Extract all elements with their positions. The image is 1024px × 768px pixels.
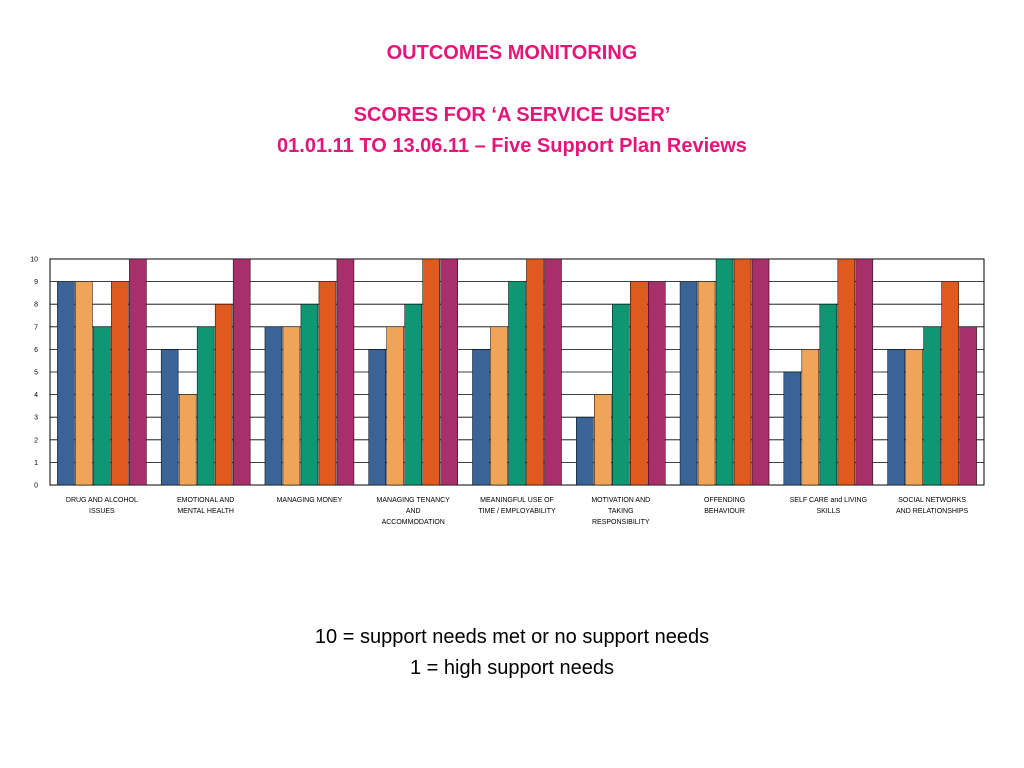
x-category-label: SELF CARE and LIVING SKILLS: [790, 497, 867, 515]
bar: [612, 303, 630, 486]
bar: [232, 258, 251, 486]
bar: [941, 281, 959, 486]
bar: [440, 258, 458, 486]
bar: [508, 281, 526, 486]
bar: [544, 258, 562, 486]
bar: [93, 326, 111, 486]
bar: [282, 326, 301, 486]
bar: [526, 258, 544, 486]
bar: [837, 258, 856, 486]
bar: [576, 416, 594, 486]
date-range-subtitle: 01.01.11 TO 13.06.11 – Five Support Plan…: [277, 135, 747, 157]
bar: [404, 303, 422, 486]
y-tick-label: 3: [34, 415, 38, 422]
bar: [318, 281, 337, 486]
bar: [111, 281, 129, 486]
bar: [594, 394, 612, 486]
bar: [905, 349, 923, 486]
bar: [887, 349, 905, 486]
bar: [178, 394, 197, 486]
bar: [214, 303, 233, 486]
bar: [490, 326, 508, 486]
note-line-1: 10 = support needs met or no support nee…: [314, 626, 710, 648]
bar: [733, 258, 752, 486]
bar: [819, 303, 838, 486]
bar: [472, 349, 490, 486]
bar-chart: 0 1 2 3 4 5 6 7 8 9 10 DRUG AND ALCOHOL ISSUES EMOTIO…: [30, 257, 985, 526]
bar: [264, 326, 283, 486]
bar: [57, 281, 75, 486]
bar: [422, 258, 440, 486]
title-block: OUTCOMES MONITORING SCORES FOR ‘A SERVIC…: [0, 38, 1024, 162]
score-legend-note: 10 = support needs met or no support nee…: [0, 622, 1024, 684]
y-tick-label: 9: [34, 279, 38, 286]
y-tick-label: 4: [34, 392, 38, 399]
y-tick-label: 2: [34, 437, 38, 444]
y-tick-label: 7: [34, 324, 38, 331]
bar: [300, 303, 319, 486]
x-category-label: MOTIVATION AND TAKING RESPONSIBILITY: [591, 497, 650, 526]
bar: [801, 349, 820, 486]
x-category-label: SOCIAL NETWORKS AND RELATIONSHIPS: [896, 497, 969, 515]
x-category-label: MANAGING TENANCY AND ACCOMMODATION: [377, 497, 451, 526]
bar: [697, 281, 716, 486]
y-tick-label: 1: [34, 460, 38, 467]
bar: [160, 349, 179, 486]
bar: [129, 258, 147, 486]
bar: [368, 349, 386, 486]
bar: [679, 281, 698, 486]
bar: [751, 258, 770, 486]
bar: [630, 281, 648, 486]
page-title: OUTCOMES MONITORING: [386, 42, 638, 64]
bar: [196, 326, 215, 486]
bar: [959, 326, 977, 486]
page-subtitle: SCORES FOR ‘A SERVICE USER’: [353, 104, 671, 126]
x-category-label: MANAGING MONEY: [277, 497, 343, 504]
y-tick-label: 5: [34, 370, 38, 377]
bar: [336, 258, 355, 486]
bar: [783, 371, 802, 486]
note-line-2: 1 = high support needs: [409, 657, 615, 679]
bar: [855, 258, 874, 486]
y-tick-label: 8: [34, 302, 38, 309]
bar: [715, 258, 734, 486]
y-tick-label: 6: [34, 347, 38, 354]
bar: [923, 326, 941, 486]
x-category-label: EMOTIONAL AND MENTAL HEALTH: [177, 497, 234, 515]
x-category-label: DRUG AND ALCOHOL ISSUES: [66, 497, 138, 515]
y-tick-label: 0: [34, 483, 38, 490]
y-tick-label: 10: [30, 257, 38, 264]
x-category-label: OFFENDING BEHAVIOUR: [704, 497, 745, 515]
x-category-label: MEANINGFUL USE OF TIME / EMPLOYABILITY: [478, 497, 556, 515]
title-spacer: [0, 69, 1024, 100]
bar: [75, 281, 93, 486]
bar: [648, 281, 666, 486]
bar: [386, 326, 404, 486]
